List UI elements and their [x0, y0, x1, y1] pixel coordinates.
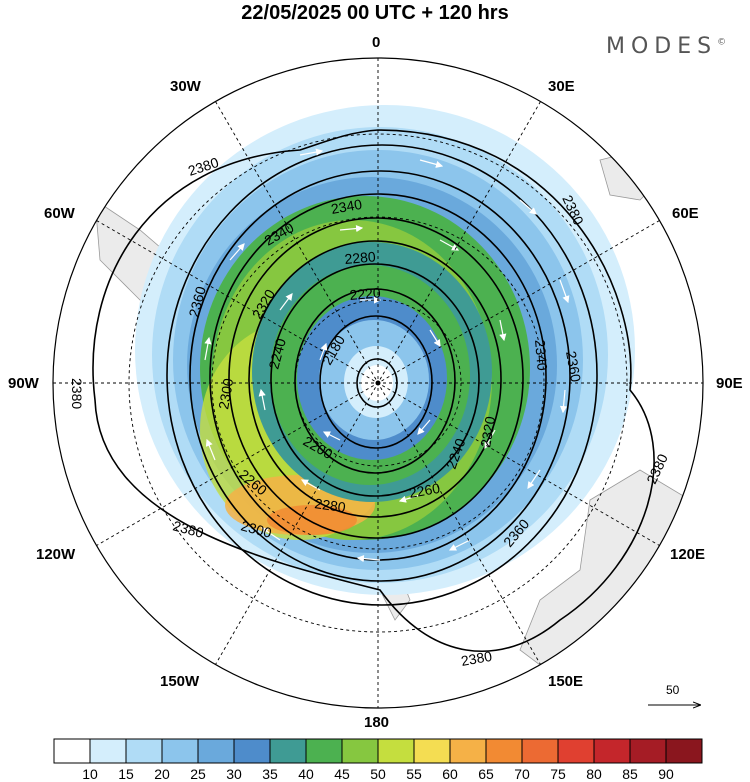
colorbar-box [233, 738, 271, 764]
lon-label-30w: 30W [170, 78, 201, 95]
south-pole-marker [375, 380, 381, 386]
colorbar-tick-label: 75 [550, 766, 566, 782]
colorbar-tick-label: 90 [658, 766, 674, 782]
lon-label-150e: 150E [548, 673, 584, 690]
colorbar-box [305, 738, 343, 764]
colorbar-box [593, 738, 631, 764]
brand-name: MODES [606, 34, 718, 59]
lon-label-60e: 60E [672, 205, 699, 222]
colorbar-tick-label: 60 [442, 766, 458, 782]
colorbar-tick-label: 25 [190, 766, 206, 782]
contour-label: 2220 [349, 284, 382, 303]
contour-label: 2300 [239, 517, 273, 541]
colorbar-tick-label: 55 [406, 766, 422, 782]
colorbar-box [557, 738, 595, 764]
colorbar-box [53, 738, 91, 764]
colorbar-box [521, 738, 559, 764]
wind-vectors [119, 148, 647, 607]
colorbar: 10 15 20 25 30 35 40 45 50 55 60 65 70 75 80 85 90 [53, 738, 703, 782]
contour-label: 2280 [344, 248, 377, 267]
colorbar-box [341, 738, 379, 764]
colorbar-box [485, 738, 523, 764]
colorbar-box [413, 738, 451, 764]
polar-map: 2380 2380 2380 2380 2380 2380 2360 2360 … [52, 57, 704, 709]
lon-label-90w: 90W [8, 375, 39, 392]
contour-label: 2360 [185, 284, 209, 318]
lon-label-180: 180 [364, 714, 390, 731]
colorbar-tick-label: 35 [262, 766, 278, 782]
colorbar-tick-label: 45 [334, 766, 350, 782]
colorbar-tick-label: 70 [514, 766, 530, 782]
colorbar-box [89, 738, 127, 764]
colorbar-box [449, 738, 487, 764]
lon-label-90e: 90E [716, 375, 743, 392]
contour-label: 2360 [563, 350, 584, 384]
contour-label: 2380 [69, 378, 85, 409]
jet-stream-shading [135, 105, 635, 595]
colorbar-box [377, 738, 415, 764]
colorbar-tick-label: 50 [370, 766, 386, 782]
contour-label: 2280 [314, 495, 347, 515]
colorbar-boxes [53, 738, 703, 764]
contour-label: 2380 [460, 648, 494, 669]
contour-label: 2320 [477, 415, 498, 449]
wind-speed-fill [53, 58, 703, 708]
colorbar-ticks: 10 15 20 25 30 35 40 45 50 55 60 65 70 75 80 85 90 [82, 766, 674, 782]
lon-label-0: 0 [372, 34, 381, 51]
lon-label-30e: 30E [548, 78, 575, 95]
lon-label-120e: 120E [670, 546, 706, 563]
lon-label-150w: 150W [160, 673, 200, 690]
colorbar-tick-label: 40 [298, 766, 314, 782]
colorbar-tick-label: 15 [118, 766, 134, 782]
colorbar-box [629, 738, 667, 764]
contour-label: 2260 [408, 480, 442, 501]
map-boundary [52, 57, 704, 709]
contour-label: 2300 [215, 377, 236, 411]
contour-labels: 2380 2380 2380 2380 2380 2380 2360 2360 … [69, 154, 671, 669]
contour-label: 2340 [532, 339, 551, 372]
contour-label: 2340 [330, 196, 364, 217]
colorbar-tick-label: 85 [622, 766, 638, 782]
contour-label: 2380 [171, 517, 205, 541]
height-contours [92, 129, 655, 652]
colorbar-box [665, 738, 703, 764]
colorbar-box [197, 738, 235, 764]
colorbar-tick-label: 30 [226, 766, 242, 782]
reference-vector-label: 50 [666, 683, 680, 697]
colorbar-box [269, 738, 307, 764]
colorbar-box [125, 738, 163, 764]
contour-label: 2240 [265, 336, 289, 370]
colorbar-tick-label: 65 [478, 766, 494, 782]
colorbar-tick-label: 20 [154, 766, 170, 782]
map-title: 22/05/2025 00 UTC + 120 hrs [241, 2, 509, 24]
lon-label-120w: 120W [36, 546, 76, 563]
colorbar-box [161, 738, 199, 764]
copyright-mark: © [717, 37, 727, 48]
lon-label-60w: 60W [44, 205, 75, 222]
colorbar-tick-label: 80 [586, 766, 602, 782]
brand-logo: MODES© [606, 34, 726, 59]
colorbar-tick-label: 10 [82, 766, 98, 782]
